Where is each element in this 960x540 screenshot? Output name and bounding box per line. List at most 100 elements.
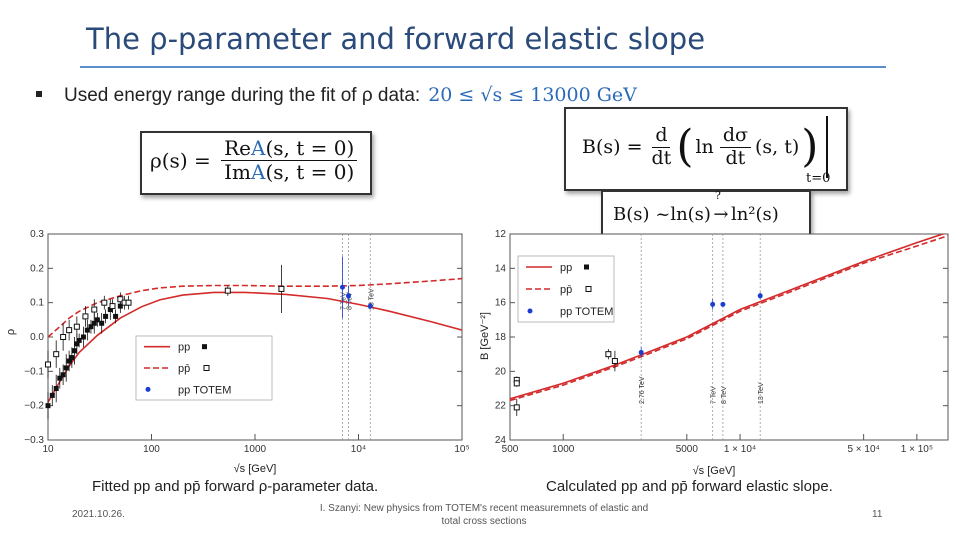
ppbar-data-point xyxy=(45,361,51,368)
legend-label: pp xyxy=(560,262,572,274)
y-tick-label: 18 xyxy=(495,332,507,343)
y-tick-label: 24 xyxy=(495,435,507,446)
energy-marker-label: 8 TeV xyxy=(346,292,353,310)
arrow-icon: → xyxy=(713,204,729,225)
pp-data-point xyxy=(45,403,51,409)
y-tick-label: 0.3 xyxy=(30,229,44,240)
x-tick-label: 10⁵ xyxy=(454,444,469,455)
footer-date: 2021.10.26. xyxy=(72,509,125,520)
totem-data-point xyxy=(710,301,716,307)
pp-data-point xyxy=(66,358,72,364)
totem-data-point xyxy=(720,301,726,307)
pp-data-point xyxy=(117,303,123,309)
totem-data-point xyxy=(367,303,373,309)
rho-plot: 7 TeV 8 TeV 13 TeV 0.3 0.2 0.1 0.0 −0.1 −0.2 −0.3… xyxy=(0,228,480,476)
pp-data-point xyxy=(76,337,82,343)
x-tick-label: 1000 xyxy=(552,444,575,455)
y-tick-label: −0.3 xyxy=(24,435,44,446)
ppbar-data-point xyxy=(513,404,520,411)
slope-formula-subscript: t=0 xyxy=(806,171,831,186)
pp-data-point xyxy=(69,355,75,361)
ppbar-data-point xyxy=(91,306,98,313)
pp-data-point xyxy=(57,375,63,381)
y-axis-label: B [GeV⁻²] xyxy=(479,312,491,360)
y-tick-label: −0.1 xyxy=(24,366,44,377)
slope-formula-lhs: B(s) = xyxy=(582,136,643,158)
ppbar-fit-curve xyxy=(510,234,948,402)
x-tick-label: 5000 xyxy=(676,444,699,455)
totem-data-point xyxy=(345,293,351,299)
y-tick-label: 0.1 xyxy=(30,298,44,309)
pp-data-point xyxy=(91,320,97,326)
slope-formula-d-dt: d dt xyxy=(651,123,672,169)
y-tick-label: −0.2 xyxy=(24,401,44,412)
x-axis-label: √s [GeV] xyxy=(693,465,736,477)
rho-formula-lhs: ρ(s) = xyxy=(150,148,211,173)
slope-formula-box: B(s) = d dt ( ln dσ dt (s, t) ) t=0 xyxy=(564,107,848,191)
ppbar-data-point xyxy=(60,334,67,340)
x-tick-label: 10 xyxy=(42,444,54,455)
ppbar-data-point xyxy=(73,323,80,330)
bullet-math: 20 ≤ √s ≤ 13000 GeV xyxy=(428,84,637,106)
slope-plot: 2.76 TeV 7 TeV 8 TeV 13 TeV 12 14 16 18 20 22 24 50… xyxy=(478,226,960,478)
slope-scaling-rhs: ln²(s) xyxy=(730,204,779,225)
x-tick-label: 100 xyxy=(143,444,160,455)
pp-data-point xyxy=(84,327,90,333)
rho-formula-denominator: ImA(s, t = 0) xyxy=(224,160,355,184)
x-axis-label: √s [GeV] xyxy=(234,463,277,475)
ppbar-data-point xyxy=(53,351,60,358)
ppbar-data-point xyxy=(278,285,285,292)
pp-data-point xyxy=(53,386,59,391)
ppbar-data-point xyxy=(224,287,231,294)
pp-data-point xyxy=(80,334,86,340)
legend-marker-pp xyxy=(202,344,207,350)
legend-label: pp TOTEM xyxy=(560,306,613,318)
legend-swatch-totem xyxy=(145,386,151,392)
caption-right: Calculated pp and pp̄ forward elastic sl… xyxy=(546,478,833,495)
page-number: 11 xyxy=(872,509,883,520)
ppbar-data-point xyxy=(605,351,612,358)
legend-marker-pp xyxy=(584,264,589,270)
bullet-marker xyxy=(36,90,42,97)
energy-marker-label: 13 TeV xyxy=(368,288,375,310)
x-tick-label: 5 × 10⁴ xyxy=(847,444,879,455)
energy-marker-label: 2.76 TeV xyxy=(639,376,646,404)
energy-marker-label: 7 TeV xyxy=(711,386,718,404)
y-tick-label: 0.2 xyxy=(30,263,44,274)
totem-data-point xyxy=(638,349,644,355)
slope-formula-dsigma-dt: dσ dt xyxy=(719,124,751,170)
y-tick-label: 20 xyxy=(495,366,507,377)
y-tick-label: 22 xyxy=(495,401,507,412)
pp-data-point xyxy=(113,313,119,319)
ppbar-data-point xyxy=(117,296,124,303)
arrow-question-mark: ? xyxy=(714,189,721,202)
slope-formula-ln: ln xyxy=(695,136,714,158)
ppbar-data-point xyxy=(109,303,116,310)
totem-data-point xyxy=(757,293,763,299)
bullet-text: Used energy range during the fit of ρ da… xyxy=(64,85,421,106)
rho-formula-numerator: ReA(s, t = 0) xyxy=(221,137,358,161)
ppbar-data-point xyxy=(611,358,618,365)
ppbar-data-point xyxy=(66,327,73,334)
energy-marker-label: 13 TeV xyxy=(758,382,765,404)
caption-left: Fitted pp and pp̄ forward ρ-parameter da… xyxy=(92,478,379,495)
bullet-energy-range: Used energy range during the fit of ρ da… xyxy=(36,84,637,107)
y-tick-label: 14 xyxy=(495,263,507,274)
legend-swatch-totem xyxy=(527,308,533,314)
legend-label: pp̄ xyxy=(178,363,190,375)
x-tick-label: 1 × 10⁵ xyxy=(901,444,933,455)
legend-label: pp̄ xyxy=(560,284,572,296)
slide-title: The ρ-parameter and forward elastic slop… xyxy=(86,22,706,56)
rho-plot-svg: 7 TeV 8 TeV 13 TeV0.30.20.10.0−0.1−0.2−0.3… xyxy=(5,229,470,475)
pp-data-point xyxy=(94,317,100,323)
pp-data-point xyxy=(99,320,105,326)
x-tick-label: 1 × 10⁴ xyxy=(724,444,756,455)
y-tick-label: 16 xyxy=(495,298,507,309)
ppbar-fit-curve xyxy=(48,277,462,338)
pp-fit-curve xyxy=(510,234,946,400)
pp-data-point xyxy=(103,313,109,319)
title-rule xyxy=(80,66,886,68)
ppbar-data-point xyxy=(82,313,89,320)
pp-data-point xyxy=(63,365,69,371)
legend-label: pp TOTEM xyxy=(178,384,231,396)
